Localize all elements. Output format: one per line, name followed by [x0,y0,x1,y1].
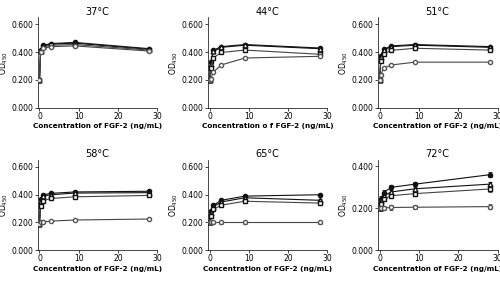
Title: 72°C: 72°C [426,149,450,159]
Title: 58°C: 58°C [86,149,110,159]
Y-axis label: OD$_{450}$: OD$_{450}$ [338,193,350,217]
Y-axis label: OD$_{450}$: OD$_{450}$ [168,193,180,217]
Y-axis label: OD$_{450}$: OD$_{450}$ [168,51,180,74]
Title: 65°C: 65°C [256,149,280,159]
X-axis label: Concentration of FGF-2 (ng/mL): Concentration of FGF-2 (ng/mL) [33,265,162,272]
Title: 37°C: 37°C [86,7,110,17]
X-axis label: Concentration o f FGF-2 (ng/mL): Concentration o f FGF-2 (ng/mL) [202,123,334,129]
Title: 51°C: 51°C [426,7,450,17]
X-axis label: Concentration of FGF-2 (ng/mL): Concentration of FGF-2 (ng/mL) [373,265,500,272]
X-axis label: Concentration of FGF-2 (ng/mL): Concentration of FGF-2 (ng/mL) [373,123,500,129]
X-axis label: Concentration of FGF-2 (ng/mL): Concentration of FGF-2 (ng/mL) [203,265,332,272]
Title: 44°C: 44°C [256,7,280,17]
Y-axis label: OD$_{450}$: OD$_{450}$ [0,193,10,217]
X-axis label: Concentration of FGF-2 (ng/mL): Concentration of FGF-2 (ng/mL) [33,123,162,129]
Y-axis label: OD$_{450}$: OD$_{450}$ [0,51,10,74]
Y-axis label: OD$_{450}$: OD$_{450}$ [338,51,350,74]
